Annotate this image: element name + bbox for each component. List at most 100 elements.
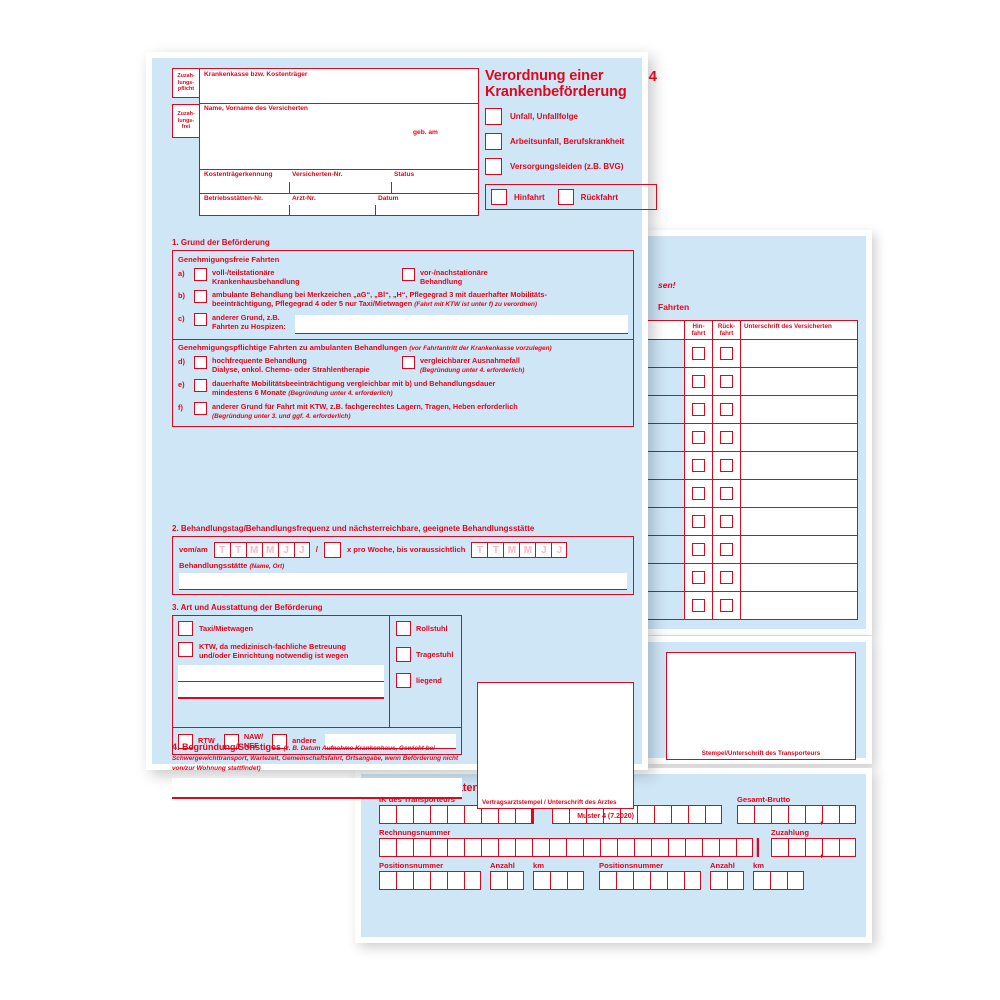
table-row[interactable]	[633, 368, 857, 397]
billing-cell[interactable]	[667, 871, 684, 890]
billing-cell[interactable]	[650, 871, 667, 890]
table-cell-signature[interactable]	[741, 564, 857, 591]
table-cell-hinfahrt[interactable]	[685, 424, 713, 452]
billing-cell[interactable]	[532, 838, 549, 857]
date-cell[interactable]: M	[245, 542, 262, 558]
billing-cell[interactable]	[770, 871, 787, 890]
table-cell-rueckfahrt[interactable]	[713, 480, 741, 508]
checkbox-ktw[interactable]	[178, 642, 193, 657]
table-cell-rueckfahrt[interactable]	[713, 508, 741, 536]
billing-cell[interactable]	[447, 871, 464, 890]
billing-cell[interactable]	[396, 805, 413, 824]
checkbox-item-a-left[interactable]	[194, 268, 207, 281]
checkbox-rueckfahrt-row[interactable]	[720, 459, 733, 473]
date-cell[interactable]: T	[229, 542, 246, 558]
checkbox-taxi-mietwagen[interactable]	[178, 621, 193, 636]
checkbox-hinfahrt-row[interactable]	[692, 375, 705, 389]
billing-cell[interactable]	[636, 805, 654, 824]
billing-cell[interactable]	[413, 805, 430, 824]
billing-cell[interactable]	[379, 838, 396, 857]
table-cell-rueckfahrt[interactable]	[713, 368, 741, 396]
checkbox-rollstuhl[interactable]	[396, 621, 411, 636]
billing-cell[interactable]	[702, 838, 719, 857]
checkbox-rueckfahrt-row[interactable]	[720, 599, 733, 613]
billing-cell[interactable]	[617, 838, 634, 857]
billing-cell[interactable]	[464, 838, 481, 857]
field-km-1[interactable]: km	[533, 861, 584, 890]
billing-cell[interactable]	[616, 871, 633, 890]
checkbox-unfall-box[interactable]	[485, 108, 502, 126]
billing-cell[interactable]	[788, 805, 805, 824]
table-cell-signature[interactable]	[741, 536, 857, 563]
input-ktw-reason-1[interactable]	[178, 665, 384, 683]
billing-cell[interactable]	[820, 838, 839, 859]
checkbox-item-d-left[interactable]	[194, 356, 207, 370]
billing-cell[interactable]	[464, 805, 481, 824]
billing-cell[interactable]	[805, 838, 822, 857]
field-ik-transporteurs[interactable]: IK des Transporteurs	[379, 795, 534, 824]
table-cell-hinfahrt[interactable]	[685, 592, 713, 620]
table-row[interactable]	[633, 452, 857, 481]
billing-cell[interactable]	[566, 838, 583, 857]
checkbox-arbeitsunfall-box[interactable]	[485, 133, 502, 151]
table-row[interactable]	[633, 564, 857, 593]
billing-cell[interactable]	[507, 871, 524, 890]
date-cell[interactable]: T	[487, 542, 504, 558]
arzt-stamp-box[interactable]: Vertragsarztstempel / Unterschrift des A…	[477, 682, 634, 809]
checkbox-rueckfahrt-row[interactable]	[720, 347, 733, 361]
billing-cell[interactable]	[754, 805, 771, 824]
checkbox-rueckfahrt-row[interactable]	[720, 403, 733, 417]
checkbox-hinfahrt-row[interactable]	[692, 431, 705, 445]
checkbox-rueckfahrt-row[interactable]	[720, 487, 733, 501]
checkbox-hinfahrt-row[interactable]	[692, 403, 705, 417]
input-andere-text[interactable]	[325, 733, 456, 749]
checkbox-rtw[interactable]	[178, 733, 193, 749]
table-cell-rueckfahrt[interactable]	[713, 424, 741, 452]
checkbox-hinfahrt-row[interactable]	[692, 599, 705, 613]
date-cell[interactable]: J	[293, 542, 310, 558]
billing-cell[interactable]	[685, 838, 702, 857]
field-gesamt-brutto[interactable]: Gesamt-Brutto	[737, 795, 856, 826]
table-row[interactable]	[633, 396, 857, 425]
billing-cell[interactable]	[771, 805, 788, 824]
field-positionsnummer-2[interactable]: Positionsnummer	[599, 861, 701, 890]
table-cell-hinfahrt[interactable]	[685, 340, 713, 368]
table-cell-hinfahrt[interactable]	[685, 564, 713, 592]
billing-cell[interactable]	[753, 871, 770, 890]
date-cell[interactable]: M	[519, 542, 536, 558]
checkbox-item-f[interactable]	[194, 402, 207, 416]
billing-cell[interactable]	[634, 838, 651, 857]
field-positionsnummer-1[interactable]: Positionsnummer	[379, 861, 481, 890]
billing-cell[interactable]	[396, 838, 413, 857]
billing-cell[interactable]	[413, 871, 430, 890]
billing-cell[interactable]	[687, 805, 705, 824]
table-row[interactable]	[633, 424, 857, 453]
checkbox-item-b[interactable]	[194, 290, 207, 304]
billing-cell[interactable]	[651, 838, 668, 857]
checkbox-rueckfahrt-row[interactable]	[720, 543, 733, 557]
table-cell-signature[interactable]	[741, 340, 857, 367]
billing-cell[interactable]	[430, 805, 447, 824]
checkbox-liegend[interactable]	[396, 673, 411, 688]
billing-cell[interactable]	[653, 805, 671, 824]
table-row[interactable]	[633, 508, 857, 537]
billing-cell[interactable]	[447, 805, 464, 824]
billing-cell[interactable]	[600, 838, 617, 857]
checkbox-rueckfahrt-row[interactable]	[720, 515, 733, 529]
checkbox-rueckfahrt-row[interactable]	[720, 431, 733, 445]
field-rechnungsnummer[interactable]: Rechnungsnummer	[379, 828, 759, 857]
billing-cell[interactable]	[413, 838, 430, 857]
billing-cell[interactable]	[736, 838, 753, 857]
checkbox-andere[interactable]	[272, 733, 288, 749]
table-cell-signature[interactable]	[741, 508, 857, 535]
input-behandlungsstaette[interactable]	[179, 572, 627, 590]
checkbox-item-c[interactable]	[194, 313, 207, 327]
checkbox-hinfahrt-row[interactable]	[692, 347, 705, 361]
billing-cell[interactable]	[490, 871, 507, 890]
checkbox-rueckfahrt[interactable]	[557, 189, 574, 206]
billing-cell[interactable]	[719, 838, 736, 857]
checkbox-item-e[interactable]	[194, 379, 207, 393]
billing-cell[interactable]	[710, 871, 727, 890]
table-cell-hinfahrt[interactable]	[685, 536, 713, 564]
